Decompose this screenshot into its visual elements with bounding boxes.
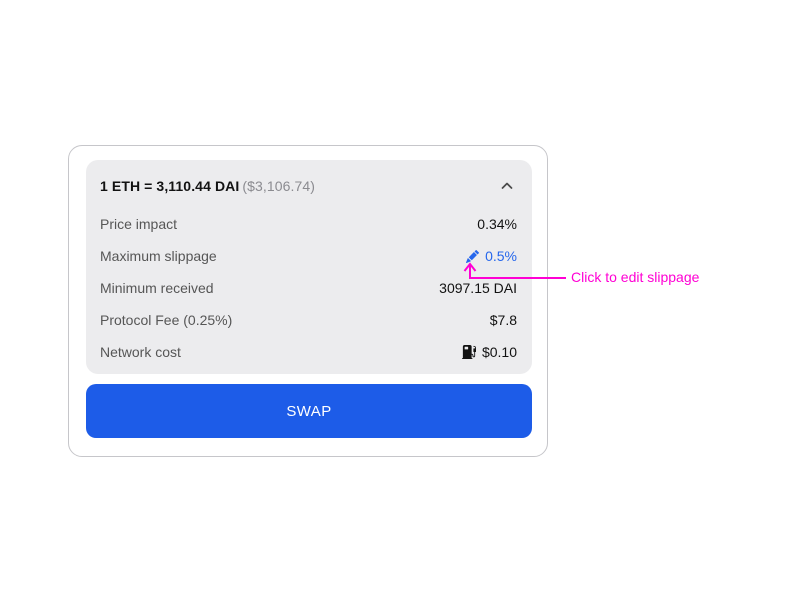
row-minimum-received: Minimum received 3097.15 DAI (100, 278, 517, 298)
pencil-edit-icon[interactable] (466, 249, 480, 263)
minimum-received-value: 3097.15 DAI (439, 280, 517, 296)
transaction-details-panel: 1 ETH = 3,110.44 DAI ($3,106.74) Price im… (86, 160, 532, 374)
edit-slippage-control[interactable]: 0.5% (466, 246, 517, 266)
row-label: Minimum received (100, 280, 214, 296)
row-maximum-slippage: Maximum slippage 0.5% (100, 246, 517, 266)
network-cost-value: $0.10 (461, 342, 517, 362)
row-label: Price impact (100, 216, 178, 232)
gas-pump-icon (461, 345, 476, 359)
price-impact-value: 0.34% (477, 216, 517, 232)
row-label: Maximum slippage (100, 248, 217, 264)
annotation-label: Click to edit slippage (571, 269, 700, 285)
rate-text: 1 ETH = 3,110.44 DAI (100, 178, 240, 194)
protocol-fee-value: $7.8 (489, 312, 517, 328)
collapse-button[interactable] (497, 176, 517, 196)
row-network-cost: Network cost $0.10 (100, 342, 517, 362)
swap-card: 1 ETH = 3,110.44 DAI ($3,106.74) Price im… (68, 145, 548, 457)
rate-header[interactable]: 1 ETH = 3,110.44 DAI ($3,106.74) (100, 176, 517, 196)
slippage-value[interactable]: 0.5% (485, 248, 517, 264)
row-label: Protocol Fee (0.25%) (100, 312, 233, 328)
row-protocol-fee: Protocol Fee (0.25%) $7.8 (100, 310, 517, 330)
row-label: Network cost (100, 344, 181, 360)
rate-usd-value: ($3,106.74) (242, 178, 316, 194)
swap-button[interactable]: SWAP (86, 384, 532, 438)
row-price-impact: Price impact 0.34% (100, 214, 517, 234)
network-cost-amount: $0.10 (481, 344, 517, 360)
exchange-rate: 1 ETH = 3,110.44 DAI ($3,106.74) (100, 176, 315, 196)
chevron-up-icon (499, 178, 515, 194)
